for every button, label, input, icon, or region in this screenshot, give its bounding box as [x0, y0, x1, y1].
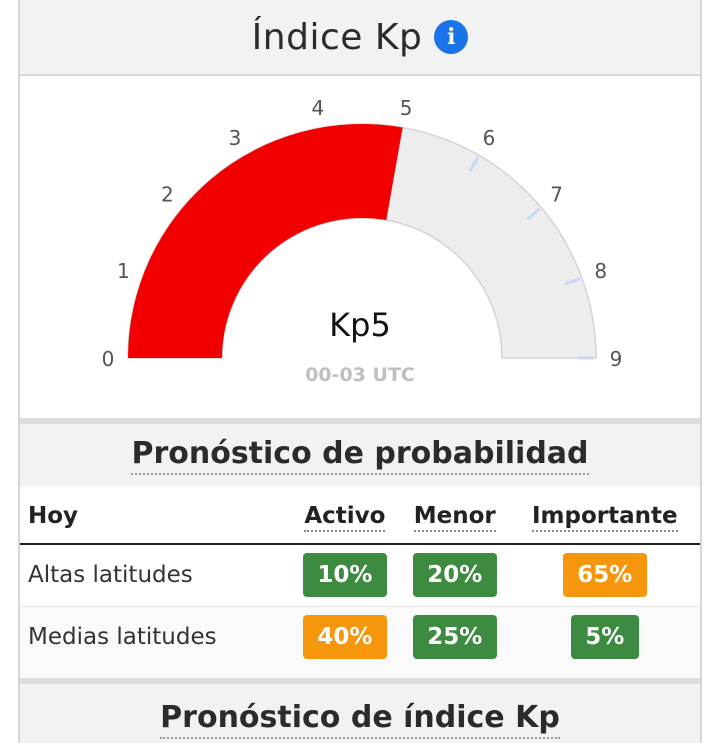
gauge-tick-mark: [468, 156, 480, 172]
gauge-tick-label: 2: [161, 183, 174, 207]
table-header-row: Hoy Activo Menor Importante: [20, 488, 700, 545]
gauge-tick-label: 0: [102, 347, 115, 371]
probability-badge: 40%: [302, 615, 387, 660]
gauge-tick-label: 9: [610, 347, 623, 371]
probability-table: Hoy Activo Menor Importante Altas latitu…: [20, 488, 700, 668]
probability-badge: 20%: [412, 553, 497, 598]
gauge-tick-label: 7: [550, 183, 563, 207]
kp-forecast-section-header: Pronóstico de índice Kp: [20, 678, 700, 743]
row-label: Altas latitudes: [20, 544, 290, 607]
gauge-fill: [128, 123, 403, 359]
table-row: Medias latitudes 40% 25% 5%: [20, 606, 700, 668]
row-label: Medias latitudes: [20, 606, 290, 668]
gauge-tick-label: 8: [594, 259, 607, 283]
column-header-importante[interactable]: Importante: [509, 488, 700, 545]
gauge-svg: 0 1 2 3 4 5 6 7 8 9: [102, 96, 623, 371]
probability-badge: 5%: [570, 615, 639, 660]
kp-time-label: 00-03 UTC: [305, 364, 415, 386]
table-row: Altas latitudes 10% 20% 65%: [20, 544, 700, 607]
kp-value-label: Kp5: [329, 306, 391, 344]
probability-badge: 65%: [562, 553, 647, 598]
probability-badge: 10%: [302, 553, 387, 598]
title-bar: Índice Kp i: [20, 0, 700, 76]
kp-gauge: 0 1 2 3 4 5 6 7 8 9 Kp5 00-03 UTC: [20, 78, 700, 418]
gauge-tick-label: 3: [229, 126, 242, 150]
column-header-activo[interactable]: Activo: [290, 488, 400, 545]
column-header-hoy: Hoy: [20, 488, 290, 545]
gauge-tick-label: 5: [400, 96, 413, 120]
info-icon[interactable]: i: [434, 20, 469, 54]
kp-index-card: Índice Kp i 0 1 2 3 4 5 6 7 8 9 Kp5 00-03 UTC Pro…: [18, 0, 702, 743]
gauge-tick-mark: [564, 277, 581, 286]
page-title: Índice Kp: [251, 16, 423, 58]
gauge-tick-label: 1: [117, 259, 130, 283]
gauge-tick-label: 6: [483, 126, 496, 150]
probability-section-header: Pronóstico de probabilidad: [20, 418, 700, 486]
gauge-tick-label: 4: [312, 96, 325, 120]
probability-badge: 25%: [412, 615, 497, 660]
kp-forecast-title[interactable]: Pronóstico de índice Kp: [160, 700, 560, 739]
probability-title[interactable]: Pronóstico de probabilidad: [131, 436, 589, 475]
column-header-menor[interactable]: Menor: [399, 488, 510, 545]
gauge-tick-mark: [526, 207, 541, 221]
